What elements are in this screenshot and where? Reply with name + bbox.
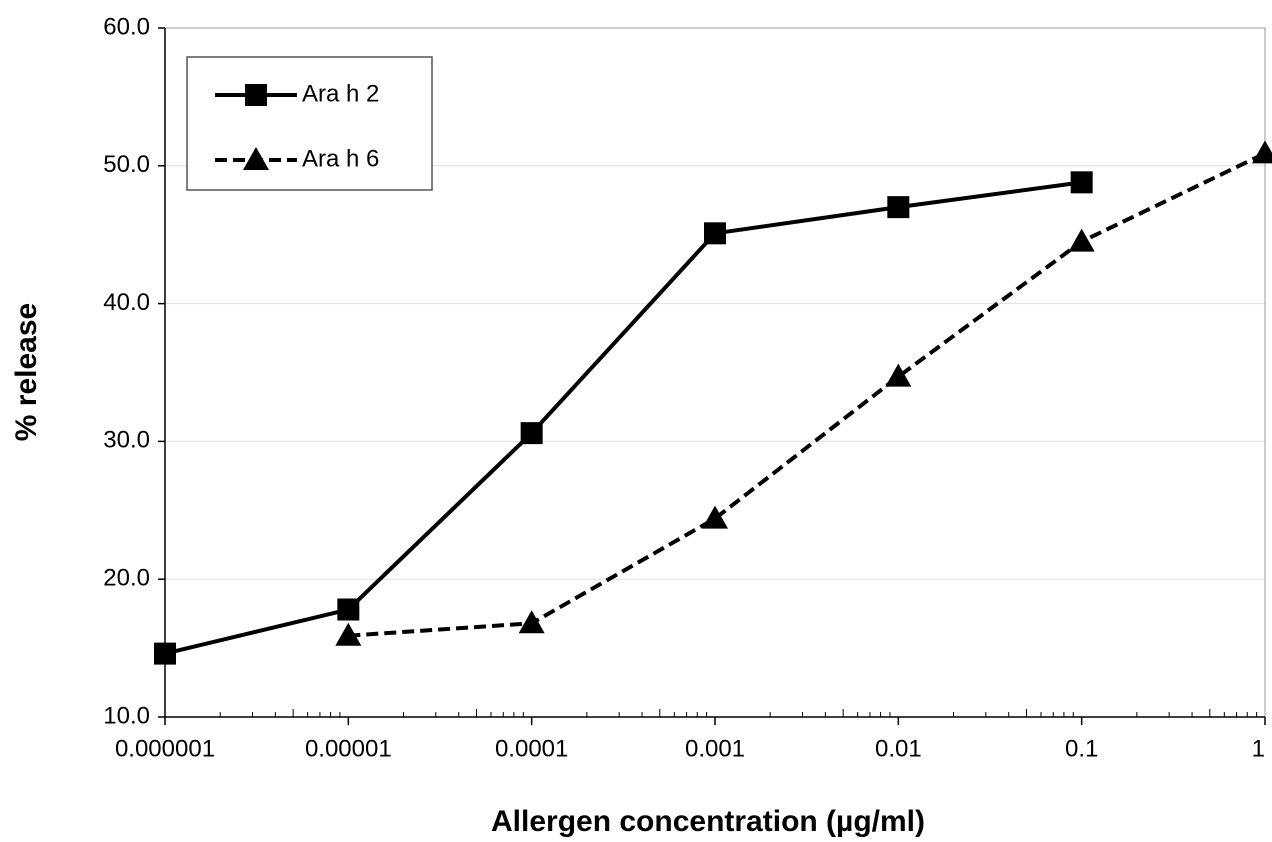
marker [518, 610, 545, 634]
marker [702, 505, 728, 529]
legend-label: Ara h 6 [302, 145, 379, 172]
marker [1252, 140, 1272, 164]
series-line [164, 180, 1082, 656]
x-tick-label: 0.0001 [495, 735, 568, 762]
legend-marker [243, 147, 269, 170]
marker [704, 222, 726, 245]
y-tick-label: 60.0 [103, 13, 150, 40]
marker [335, 622, 362, 646]
x-tick-label: 0.00001 [305, 735, 392, 762]
x-tick-label: 0.01 [875, 735, 922, 762]
legend-marker [245, 84, 267, 106]
y-tick-label: 30.0 [103, 427, 150, 454]
series-line [348, 151, 1266, 638]
y-tick-label: 50.0 [103, 151, 150, 178]
marker [887, 196, 910, 219]
marker [1070, 171, 1093, 194]
y-axis-label: % release [10, 303, 43, 441]
legend-box [186, 56, 433, 191]
x-axis-label: Allergen concentration (µg/ml) [491, 805, 925, 838]
y-tick-label: 40.0 [103, 289, 150, 316]
marker [1068, 228, 1095, 252]
legend-label: Ara h 2 [302, 80, 379, 107]
x-tick-label: 0.000001 [115, 735, 215, 762]
marker [337, 598, 360, 621]
marker [885, 363, 912, 387]
y-tick-label: 10.0 [103, 702, 150, 729]
marker [154, 642, 176, 665]
x-tick-label: 0.001 [685, 735, 745, 762]
x-tick-label: 0.1 [1065, 735, 1098, 762]
y-tick-label: 20.0 [103, 565, 150, 592]
marker [520, 422, 543, 445]
x-tick-label: 1 [1252, 735, 1265, 762]
